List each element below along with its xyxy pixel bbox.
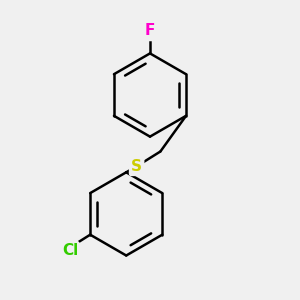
Text: F: F [145, 23, 155, 38]
Text: S: S [131, 159, 142, 174]
Text: Cl: Cl [62, 243, 78, 258]
